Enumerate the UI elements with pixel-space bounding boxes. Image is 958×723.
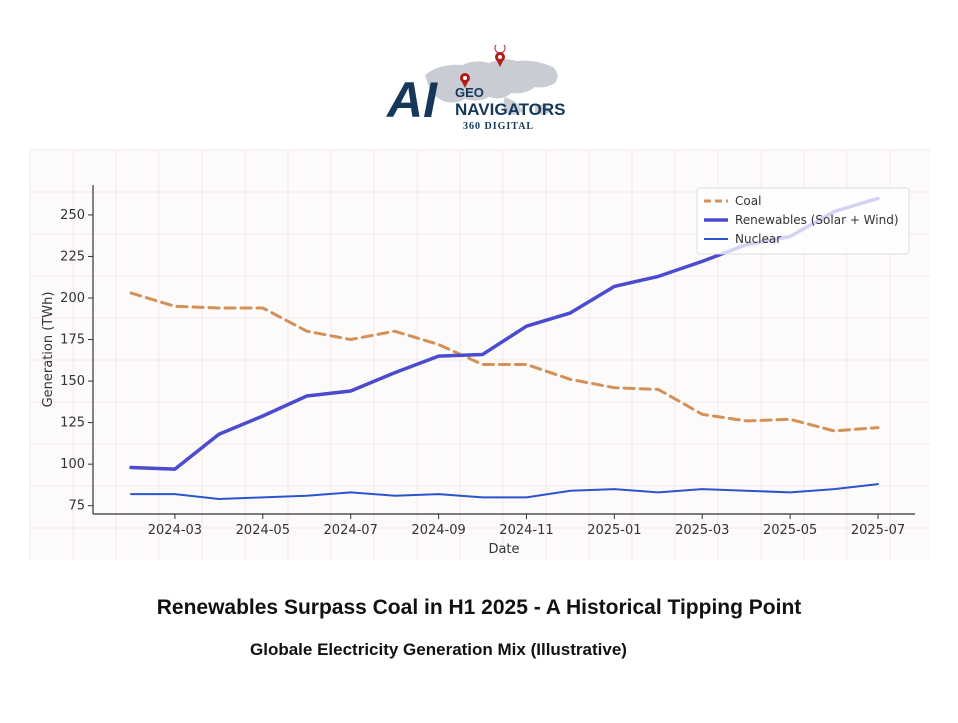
legend-box (696, 187, 910, 255)
geo-navigators-logo: AI GEO NAVIGATORS 360 DIGITAL (385, 45, 566, 132)
x-tick-label: 2025-03 (675, 523, 729, 538)
legend: Coal Renewables (Solar + Wind) Nuclear (696, 187, 910, 255)
x-tick-label: 2024-09 (411, 523, 465, 538)
series-line-nuclear (130, 483, 879, 500)
map-pin-icon (460, 73, 470, 88)
x-tick-label: 2024-11 (499, 523, 553, 538)
world-map-icon (425, 59, 558, 115)
y-tick-label: 200 (60, 291, 85, 306)
logo-mark: AI (385, 72, 438, 128)
legend-label: Nuclear (735, 232, 781, 246)
x-tick-label: 2024-05 (236, 523, 290, 538)
y-tick-label: 175 (60, 333, 85, 348)
y-tick-label: 250 (60, 208, 85, 223)
y-tick-label: 150 (60, 374, 85, 389)
subheadline: Globale Electricity Generation Mix (Illu… (250, 640, 627, 659)
x-tick-label: 2025-07 (851, 523, 905, 538)
line-chart: 75 100 125 150 175 200 225 250 2024-03 2024-05 202… (29, 149, 930, 560)
y-tick-label: 225 (60, 249, 85, 264)
y-axis-label: Generation (TWh) (41, 292, 56, 408)
chart-container: 75 100 125 150 175 200 225 250 2024-03 2024-05 202… (0, 140, 958, 570)
map-pin-icon (494, 45, 506, 67)
x-tick-label: 2024-07 (324, 523, 378, 538)
x-tick-label: 2025-05 (763, 523, 817, 538)
x-tick-label: 2025-01 (587, 523, 641, 538)
y-tick-label: 125 (60, 416, 85, 431)
legend-label: Renewables (Solar + Wind) (735, 213, 899, 227)
x-axis-label: Date (488, 542, 519, 557)
y-tick-label: 75 (68, 499, 85, 514)
logo-line-digital: 360 DIGITAL (463, 121, 534, 132)
series-line-coal (129, 291, 880, 433)
logo-line-geo: GEO (455, 85, 484, 100)
legend-label: Coal (735, 194, 761, 208)
logo-line-navigators: NAVIGATORS (455, 100, 566, 119)
x-tick-label: 2024-03 (148, 523, 202, 538)
headline: Renewables Surpass Coal in H1 2025 - A H… (156, 596, 802, 619)
y-tick-label: 100 (60, 457, 85, 472)
